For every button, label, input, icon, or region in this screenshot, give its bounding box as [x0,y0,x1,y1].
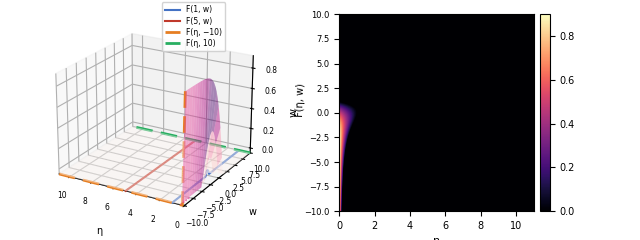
X-axis label: η: η [97,226,102,236]
Y-axis label: w: w [248,207,257,217]
Legend: F(1, w), F(5, w), F(η, −10), F(η, 10): F(1, w), F(5, w), F(η, −10), F(η, 10) [162,2,225,51]
X-axis label: η: η [433,236,440,240]
Y-axis label: w: w [289,108,298,117]
